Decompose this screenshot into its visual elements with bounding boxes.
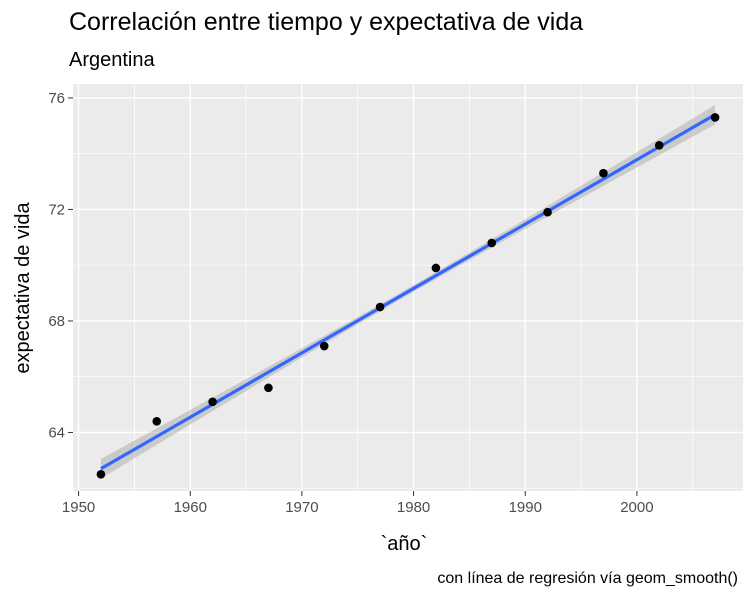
- data-point: [599, 168, 608, 178]
- data-point: [96, 469, 106, 479]
- data-point: [375, 302, 385, 312]
- x-axis-title: `año`: [381, 533, 428, 555]
- data-point: [487, 238, 497, 248]
- axis-layer: 1950 1960 1970 1980 1990 2000 64 68 72 76: [48, 90, 653, 516]
- x-tick-label: 1970: [285, 499, 318, 516]
- x-tick-label: 1960: [174, 499, 207, 516]
- y-tick-label: 76: [48, 90, 65, 107]
- data-point: [543, 207, 552, 217]
- plot-panel: [73, 84, 743, 491]
- regression-line: [100, 113, 716, 471]
- x-tick-label: 1980: [397, 499, 430, 516]
- x-tick-label: 1950: [62, 499, 95, 516]
- data-point: [319, 341, 329, 351]
- data-point: [152, 417, 162, 426]
- y-tick-label: 64: [48, 424, 65, 441]
- chart-title: Correlación entre tiempo y expectativa d…: [69, 8, 583, 36]
- y-tick-label: 68: [48, 313, 65, 330]
- chart-subtitle: Argentina: [69, 49, 155, 71]
- y-axis-title: expectativa de vida: [12, 202, 34, 374]
- x-tick-label: 2000: [620, 499, 653, 516]
- x-tick-label: 1990: [509, 499, 542, 516]
- data-point: [431, 263, 441, 273]
- data-point: [710, 113, 720, 122]
- regression-line-layer: [100, 113, 716, 471]
- data-point: [654, 141, 664, 150]
- data-point: [208, 397, 217, 407]
- data-point: [264, 383, 273, 393]
- y-tick-label: 72: [48, 201, 65, 218]
- grid-layer: [73, 84, 743, 491]
- chart-caption: con línea de regresión vía geom_smooth(): [437, 570, 738, 587]
- data-points-layer: [96, 113, 720, 479]
